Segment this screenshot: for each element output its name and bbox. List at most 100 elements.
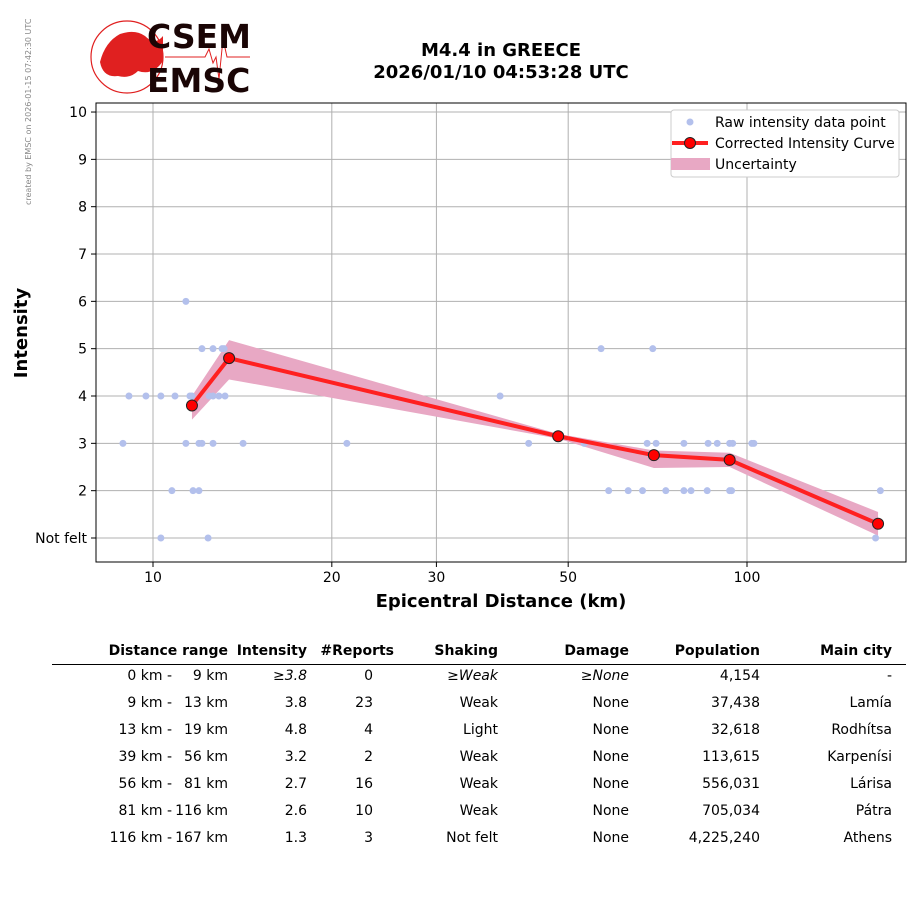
raw-data-point <box>624 487 632 495</box>
cell-population: 705,034 <box>702 803 760 819</box>
raw-data-point <box>125 392 133 400</box>
curve-point <box>185 399 198 412</box>
raw-data-point <box>872 534 880 542</box>
legend: Raw intensity data point Corrected Inten… <box>670 109 900 178</box>
table-header: Distance range Intensity #Reports Shaking Da… <box>52 640 906 665</box>
cell-reports: 23 <box>355 695 373 711</box>
raw-data-point <box>750 439 758 447</box>
curve-point <box>223 352 236 365</box>
column-header: Damage <box>564 643 629 659</box>
legend-raw: Raw intensity data point <box>715 115 886 131</box>
column-header: #Reports <box>320 643 394 659</box>
cell-from: 81 km - <box>118 803 172 819</box>
cell-city: Athens <box>843 830 892 846</box>
raw-data-point <box>204 534 212 542</box>
cell-shaking: ≥Weak <box>447 668 498 684</box>
cell-reports: 4 <box>364 722 373 738</box>
x-tick-label: 30 <box>427 570 445 586</box>
raw-data-point <box>188 392 196 400</box>
cell-shaking: Not felt <box>446 830 498 846</box>
raw-data-point <box>239 439 247 447</box>
cell-damage: None <box>592 776 629 792</box>
cell-intensity: ≥3.8 <box>273 668 307 684</box>
y-axis-label: Intensity <box>11 288 32 379</box>
curve-point <box>552 430 565 443</box>
y-tick-label: 9 <box>78 152 87 168</box>
raw-data-point <box>168 487 176 495</box>
column-header: Intensity <box>236 643 307 659</box>
cell-intensity: 3.8 <box>284 695 307 711</box>
y-tick-label: 2 <box>78 484 87 500</box>
raw-data-point <box>643 439 651 447</box>
raw-data-point <box>649 345 657 353</box>
raw-data-point <box>220 345 228 353</box>
raw-data-point <box>221 392 229 400</box>
raw-data-point <box>703 487 711 495</box>
raw-data-point <box>157 392 165 400</box>
x-tick-label: 10 <box>144 570 162 586</box>
legend-band-swatch <box>671 158 710 170</box>
cell-population: 32,618 <box>711 722 760 738</box>
curve-point <box>872 517 885 530</box>
y-tick-label: 8 <box>78 200 87 216</box>
cell-city: Lárisa <box>850 776 892 792</box>
cell-from: 0 km - <box>127 668 172 684</box>
cell-to: 167 km <box>175 830 228 846</box>
x-tick-label: 50 <box>559 570 577 586</box>
cell-to: 81 km <box>183 776 228 792</box>
raw-data-point <box>209 439 217 447</box>
cell-from: 9 km - <box>127 695 172 711</box>
cell-to: 116 km <box>175 803 228 819</box>
x-axis-label: Epicentral Distance (km) <box>376 591 627 612</box>
y-tick-label: 3 <box>78 436 87 452</box>
cell-intensity: 2.7 <box>284 776 307 792</box>
legend-uncertainty: Uncertainty <box>715 157 797 173</box>
cell-city: Rodhítsa <box>831 722 892 738</box>
cell-shaking: Weak <box>459 749 498 765</box>
cell-intensity: 2.6 <box>284 803 307 819</box>
raw-data-point <box>198 345 206 353</box>
cell-shaking: Light <box>463 722 498 738</box>
cell-damage: ≥None <box>580 668 629 684</box>
cell-city: - <box>886 668 892 684</box>
chart-title: M4.4 in GREECE <box>421 40 581 61</box>
cell-reports: 3 <box>364 830 373 846</box>
legend-raw-marker <box>686 118 694 126</box>
raw-data-point <box>157 534 165 542</box>
cell-damage: None <box>592 749 629 765</box>
cell-reports: 16 <box>355 776 373 792</box>
intensity-table: Distance range Intensity #Reports Shaking Da… <box>52 640 906 854</box>
column-header: Distance range <box>108 643 228 659</box>
table-row: 39 km - 56 km 3.2 2 Weak None 113,615 Karpenísi <box>52 746 906 773</box>
plot-frame <box>95 102 907 563</box>
legend-curve-marker <box>684 137 696 149</box>
cell-reports: 2 <box>364 749 373 765</box>
cell-to: 56 km <box>183 749 228 765</box>
cell-shaking: Weak <box>459 776 498 792</box>
corrected-intensity-curve <box>190 355 879 526</box>
raw-data-point <box>876 487 884 495</box>
raw-data-point <box>728 487 736 495</box>
raw-data-point <box>605 487 613 495</box>
raw-data-point <box>680 439 688 447</box>
raw-data-point <box>639 487 647 495</box>
cell-city: Lamía <box>849 695 893 711</box>
raw-data-point <box>496 392 504 400</box>
cell-population: 4,225,240 <box>688 830 760 846</box>
cell-damage: None <box>592 722 629 738</box>
y-tick-label: Not felt <box>35 531 87 547</box>
raw-data-point <box>652 439 660 447</box>
raw-data-point <box>729 439 737 447</box>
table-row: 0 km - 9 km ≥3.8 0 ≥Weak ≥None 4,154 - <box>52 665 906 692</box>
curve-point <box>647 449 660 462</box>
cell-to: 19 km <box>183 722 228 738</box>
raw-data-point <box>142 392 150 400</box>
raw-data-point <box>680 487 688 495</box>
cell-population: 556,031 <box>702 776 760 792</box>
column-header: Population <box>674 643 760 659</box>
raw-data-point <box>182 297 190 305</box>
raw-data-point <box>182 439 190 447</box>
cell-reports: 10 <box>355 803 373 819</box>
y-tick-label: 4 <box>78 389 87 405</box>
